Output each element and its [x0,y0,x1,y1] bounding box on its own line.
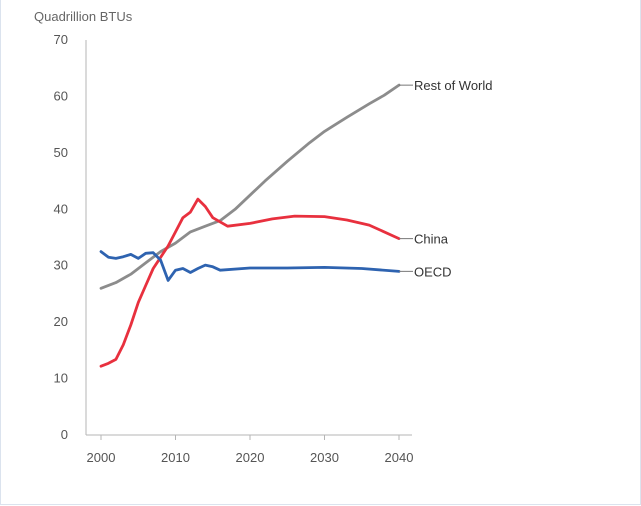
series-label-oecd: OECD [414,264,452,279]
y-tick-label: 20 [54,314,68,329]
series-line-rest-of-world [99,83,401,290]
y-axis-unit-label: Quadrillion BTUs [34,9,133,24]
x-tick-label: 2020 [236,450,265,465]
y-tick-label: 50 [54,145,68,160]
y-tick-label: 40 [54,201,68,216]
y-tick-label: 70 [54,32,68,47]
x-tick-label: 2030 [310,450,339,465]
y-tick-label: 60 [54,88,68,103]
x-tick-label: 2010 [161,450,190,465]
y-tick-label: 30 [54,258,68,273]
series-line-oecd [99,250,401,282]
series-label-rest-of-world: Rest of World [414,78,493,93]
y-tick-label: 0 [61,427,68,442]
x-tick-label: 2040 [385,450,414,465]
series-label-china: China [414,232,449,247]
x-tick-label: 2000 [87,450,116,465]
series-line-china [99,197,401,368]
y-tick-label: 10 [54,371,68,386]
